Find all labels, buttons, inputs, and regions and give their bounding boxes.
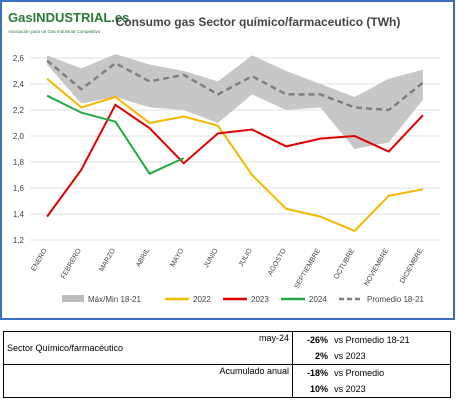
chart-border [0, 0, 455, 320]
legend-label: Máx/Min 18-21 [88, 295, 141, 304]
y-tick-label: 1,8 [13, 158, 25, 167]
table-label: Sector Químico/farmacéutico [2, 331, 182, 365]
comparison: vs 2023 [331, 381, 452, 398]
pct: -18% [292, 364, 332, 381]
comparison: vs 2023 [331, 348, 452, 365]
legend-swatch [62, 295, 84, 302]
y-tick-label: 1,2 [13, 236, 25, 245]
y-tick-label: 1,4 [13, 210, 25, 219]
pct: 10% [292, 381, 332, 398]
y-tick-label: 1,6 [13, 184, 25, 193]
range-band [47, 54, 423, 149]
legend-label: Promedio 18-21 [367, 295, 424, 304]
y-tick-label: 2,2 [13, 106, 25, 115]
chart: GasINDUSTRIAL.es Asociación para un Gas … [0, 0, 455, 320]
legend-label: 2022 [193, 295, 211, 304]
comparison: vs Promedio [331, 364, 452, 381]
logo-tagline: Asociación para un Gas Industrial Compet… [8, 29, 101, 34]
comparison: vs Promedio 18-21 [331, 331, 452, 348]
pct: -26% [292, 331, 332, 348]
pct: 2% [292, 348, 332, 365]
summary-table: Sector Químico/farmacéutico may-24 -26% vs … [2, 331, 452, 398]
legend-label: 2024 [309, 295, 327, 304]
y-tick-label: 2,6 [13, 54, 25, 63]
y-tick-label: 2,0 [13, 132, 25, 141]
legend-label: 2023 [251, 295, 269, 304]
period: Acumulado anual [181, 364, 293, 398]
y-tick-label: 2,4 [13, 80, 25, 89]
series-line [46, 103, 424, 218]
series-line [46, 94, 185, 175]
series-line [46, 78, 424, 233]
period: may-24 [259, 333, 290, 343]
chart-title: Consumo gas Sector químico/farmaceutico … [116, 15, 401, 29]
series-line [46, 59, 424, 112]
logo-brand: GasINDUSTRIAL.es [8, 10, 129, 25]
